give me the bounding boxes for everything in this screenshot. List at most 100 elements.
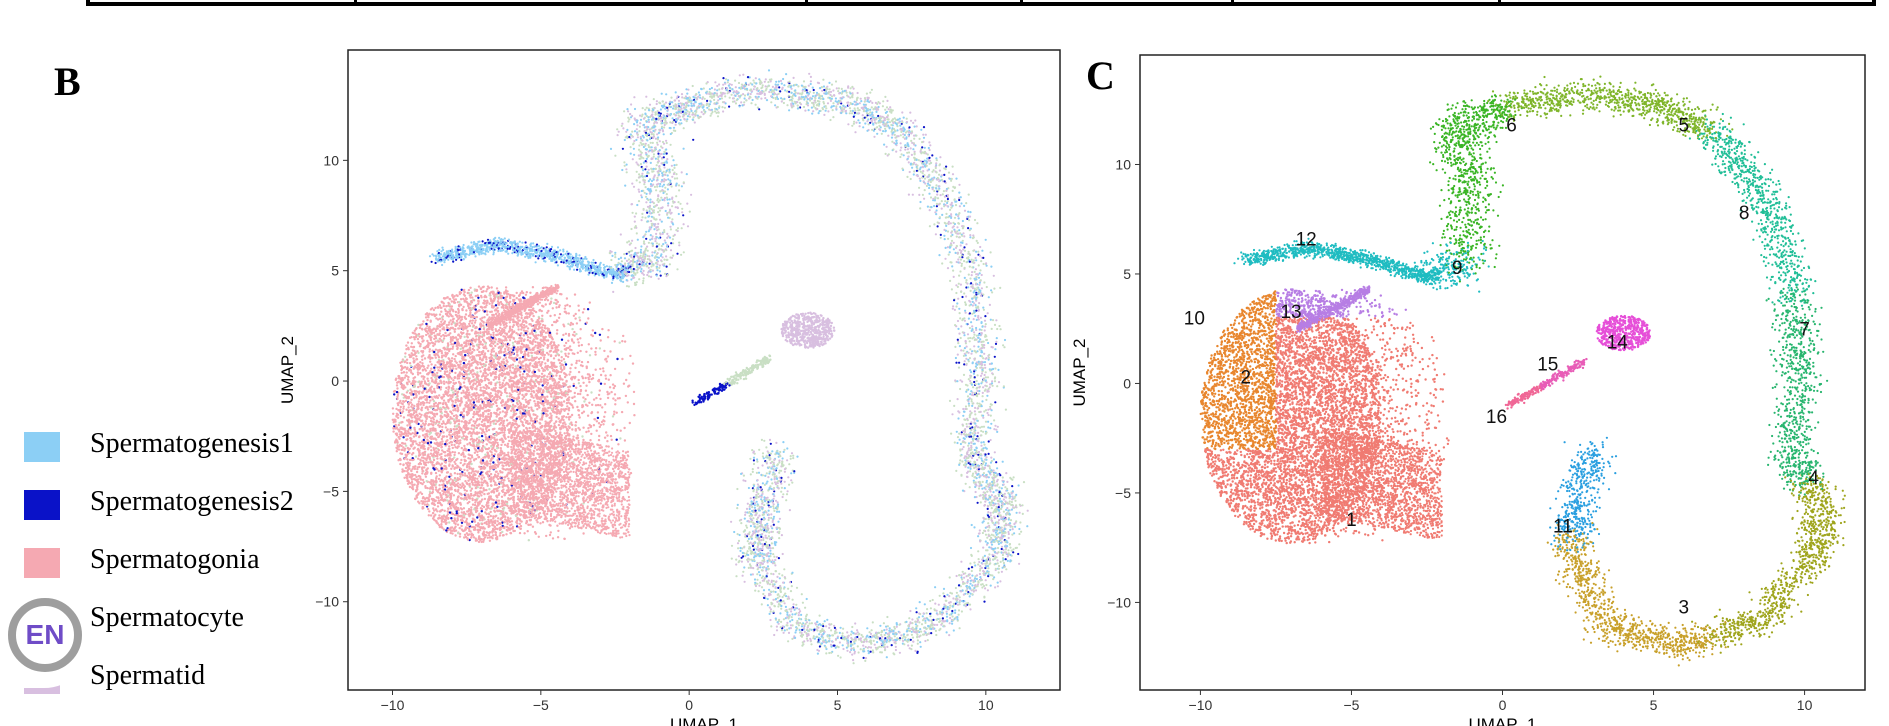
- scatter-point: [827, 110, 829, 112]
- scatter-point: [811, 622, 813, 624]
- scatter-point: [974, 471, 976, 473]
- scatter-point: [814, 97, 816, 99]
- scatter-point: [578, 257, 580, 259]
- scatter-point: [962, 248, 964, 250]
- scatter-point: [768, 589, 770, 591]
- scatter-point: [966, 261, 968, 263]
- scatter-point: [982, 357, 984, 359]
- scatter-point: [910, 622, 912, 624]
- scatter-point: [978, 264, 980, 266]
- scatter-point: [932, 188, 934, 190]
- scatter-point: [967, 434, 969, 436]
- scatter-point: [951, 265, 953, 267]
- scatter-point: [751, 506, 753, 508]
- scatter-point: [995, 532, 997, 534]
- scatter-point: [618, 131, 620, 133]
- scatter-point: [994, 536, 996, 538]
- scatter-point: [631, 240, 633, 242]
- scatter-point: [638, 260, 640, 262]
- scatter-point: [447, 259, 449, 261]
- scatter-point: [668, 211, 670, 213]
- scatter-point: [962, 240, 964, 242]
- scatter-point: [990, 502, 992, 504]
- scatter-point: [987, 511, 989, 513]
- scatter-point: [981, 448, 983, 450]
- scatter-point: [455, 252, 457, 254]
- scatter-point: [767, 598, 769, 600]
- scatter-point: [973, 430, 975, 432]
- scatter-point: [854, 107, 856, 109]
- scatter-point: [657, 211, 659, 213]
- scatter-point: [611, 282, 613, 284]
- scatter-point: [973, 381, 975, 383]
- scatter-point: [757, 517, 759, 519]
- scatter-point: [783, 449, 785, 451]
- scatter-point: [756, 565, 758, 567]
- scatter-point: [980, 295, 982, 297]
- scatter-point: [862, 126, 864, 128]
- scatter-point: [981, 326, 983, 328]
- scatter-point: [770, 625, 772, 627]
- scatter-point: [654, 240, 656, 242]
- scatter-point: [788, 109, 790, 111]
- scatter-point: [884, 637, 886, 639]
- scatter-point: [622, 148, 624, 150]
- scatter-point: [761, 543, 763, 545]
- scatter-point: [961, 610, 963, 612]
- scatter-point: [951, 178, 953, 180]
- scatter-point: [1018, 563, 1020, 565]
- scatter-point: [640, 249, 642, 251]
- scatter-point: [624, 139, 626, 141]
- scatter-point: [996, 385, 998, 387]
- scatter-point: [993, 576, 995, 578]
- scatter-point: [782, 457, 784, 459]
- scatter-point: [989, 304, 991, 306]
- scatter-point: [656, 186, 658, 188]
- scatter-point: [676, 268, 678, 270]
- scatter-point: [663, 231, 665, 233]
- scatter-point: [769, 89, 771, 91]
- scatter-point: [783, 84, 785, 86]
- scatter-point: [972, 403, 974, 405]
- scatter-point: [994, 485, 996, 487]
- scatter-point: [853, 123, 855, 125]
- scatter-point: [944, 196, 946, 198]
- scatter-point: [443, 261, 445, 263]
- scatter-point: [753, 499, 755, 501]
- scatter-point: [435, 262, 437, 264]
- scatter-point: [948, 221, 950, 223]
- scatter-point: [970, 436, 972, 438]
- scatter-point: [538, 249, 540, 251]
- scatter-point: [983, 601, 985, 603]
- scatter-point: [625, 168, 627, 170]
- scatter-point: [968, 251, 970, 253]
- scatter-point: [793, 93, 795, 95]
- scatter-point: [648, 121, 650, 123]
- scatter-point: [991, 541, 993, 543]
- scatter-point: [724, 107, 726, 109]
- scatter-point: [992, 484, 994, 486]
- scatter-point: [746, 552, 748, 554]
- scatter-point: [974, 577, 976, 579]
- scatter-point: [908, 627, 910, 629]
- scatter-point: [936, 194, 938, 196]
- scatter-point: [764, 475, 766, 477]
- scatter-point: [874, 644, 876, 646]
- scatter-point: [1001, 571, 1003, 573]
- scatter-point: [974, 271, 976, 273]
- scatter-point: [990, 266, 992, 268]
- scatter-point: [633, 123, 635, 125]
- scatter-point: [913, 138, 915, 140]
- scatter-point: [758, 590, 760, 592]
- scatter-point: [663, 178, 665, 180]
- scatter-point: [935, 162, 937, 164]
- scatter-point: [537, 257, 539, 259]
- scatter-point: [980, 457, 982, 459]
- scatter-point: [888, 632, 890, 634]
- scatter-point: [944, 258, 946, 260]
- scatter-point: [700, 105, 702, 107]
- scatter-point: [638, 149, 640, 151]
- scatter-point: [928, 187, 930, 189]
- scatter-point: [498, 247, 500, 249]
- scatter-point: [751, 449, 753, 451]
